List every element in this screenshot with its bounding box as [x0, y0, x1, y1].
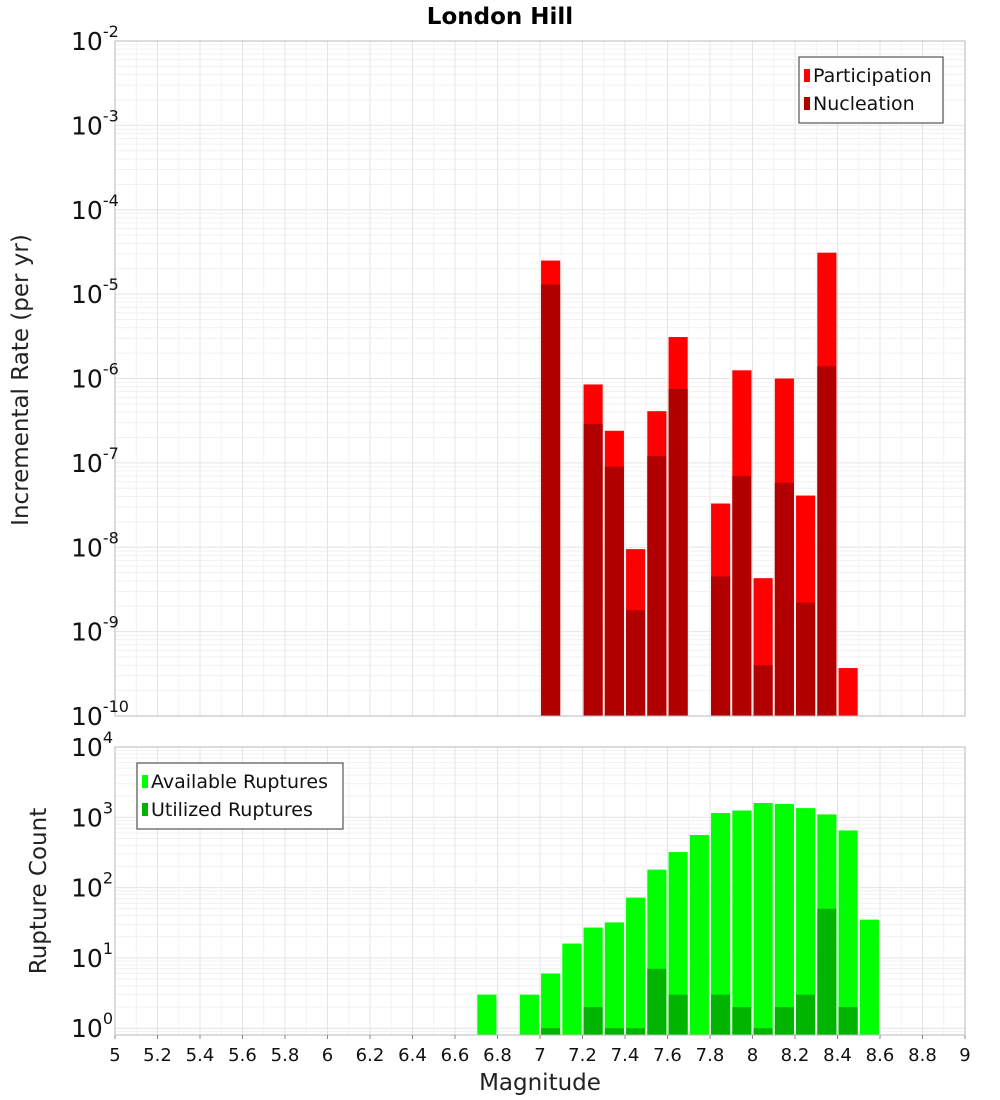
bar-available-ruptures [604, 922, 624, 1035]
bar-utilized-ruptures [753, 1028, 773, 1035]
bar-utilized-ruptures [647, 968, 667, 1035]
bar-available-ruptures [689, 834, 709, 1035]
y-tick-label: 10-3 [71, 106, 119, 140]
bar-utilized-ruptures [774, 1007, 794, 1035]
x-tick-label: 5.8 [271, 1045, 300, 1066]
legend-entry: Utilized Ruptures [151, 799, 313, 821]
bottom-y-axis-label: Rupture Count [26, 808, 52, 974]
bar-available-ruptures [796, 808, 816, 1035]
bar-nucleation [817, 366, 837, 716]
x-tick-label: 6.6 [441, 1045, 470, 1066]
bar-nucleation [774, 482, 794, 716]
legend-entry: Available Ruptures [151, 771, 328, 793]
x-tick-label: 8.8 [908, 1045, 937, 1066]
bar-nucleation [668, 389, 688, 716]
bar-utilized-ruptures [668, 994, 688, 1035]
y-tick-label: 10-4 [71, 191, 119, 225]
bottom-chart-panel: 100 101 102 103 104 5 5.2 5.4 5.6 5.8 6 6.2 6.4 6.6 6.… [71, 728, 971, 1066]
bar-available-ruptures [541, 973, 561, 1035]
bar-nucleation [604, 466, 624, 716]
y-tick-label: 101 [71, 939, 113, 973]
x-tick-label: 5.6 [228, 1045, 257, 1066]
bar-utilized-ruptures [583, 1007, 603, 1035]
x-tick-label: 8.6 [866, 1045, 895, 1066]
y-tick-label: 10-6 [71, 360, 119, 394]
y-tick-label: 100 [71, 1009, 113, 1043]
x-tick-label: 5 [109, 1045, 120, 1066]
x-tick-label: 5.2 [143, 1045, 172, 1066]
bar-available-ruptures [753, 802, 773, 1035]
legend-entry: Nucleation [813, 93, 915, 115]
plot-frame [114, 40, 966, 717]
x-axis-label: Magnitude [479, 1070, 601, 1096]
bar-available-ruptures [859, 919, 879, 1035]
bar-nucleation [796, 602, 816, 716]
x-tick-label: 7.2 [568, 1045, 597, 1066]
y-tick-label: 10-9 [71, 613, 119, 647]
bar-nucleation [711, 576, 731, 716]
bar-nucleation [753, 665, 773, 716]
bar-utilized-ruptures [711, 994, 731, 1035]
legend-entry: Participation [813, 65, 932, 87]
x-tick-label: 6 [322, 1045, 333, 1066]
bar-utilized-ruptures [817, 908, 837, 1035]
top-chart-panel: 10-10 10-9 10-8 10-7 10-6 10-5 10-4 10-3 10-2 Par… [71, 22, 966, 731]
legend-box [798, 56, 944, 124]
y-tick-label: 104 [71, 728, 113, 762]
x-tick-label: 7.6 [653, 1045, 682, 1066]
bar-utilized-ruptures [604, 1028, 624, 1035]
bar-nucleation [541, 284, 561, 716]
legend-swatch [142, 803, 148, 816]
x-tick-label: 8.4 [823, 1045, 852, 1066]
x-tick-label: 6.8 [483, 1045, 512, 1066]
x-tick-label: 8 [747, 1045, 758, 1066]
bar-nucleation [732, 475, 752, 716]
bar-available-ruptures [562, 943, 582, 1035]
bar-available-ruptures [477, 994, 497, 1035]
bar-available-ruptures [774, 803, 794, 1035]
legend-swatch [804, 97, 810, 110]
bar-utilized-ruptures [838, 1007, 858, 1035]
bar-utilized-ruptures [541, 1028, 561, 1035]
bar-nucleation [626, 610, 646, 716]
bar-nucleation [647, 456, 667, 716]
top-y-axis-label: Incremental Rate (per yr) [8, 234, 34, 526]
bar-available-ruptures [626, 897, 646, 1035]
x-tick-label: 6.4 [398, 1045, 427, 1066]
bar-utilized-ruptures [796, 994, 816, 1035]
y-tick-label: 10-5 [71, 275, 119, 309]
x-tick-label: 6.2 [356, 1045, 385, 1066]
bar-participation [838, 668, 858, 716]
x-tick-label: 7 [534, 1045, 545, 1066]
y-tick-label: 10-2 [71, 22, 119, 56]
x-tick-label: 7.4 [611, 1045, 640, 1066]
bar-available-ruptures [711, 813, 731, 1035]
y-tick-label: 10-10 [71, 697, 129, 731]
x-tick-label: 5.4 [186, 1045, 215, 1066]
bar-available-ruptures [668, 852, 688, 1035]
bar-available-ruptures [838, 830, 858, 1035]
y-tick-label: 10-8 [71, 528, 119, 562]
y-tick-label: 103 [71, 798, 113, 832]
y-tick-label: 102 [71, 869, 113, 903]
x-tick-label: 9 [959, 1045, 970, 1066]
chart-title: London Hill [427, 4, 573, 30]
bar-available-ruptures [519, 994, 539, 1035]
x-tick-label: 8.2 [781, 1045, 810, 1066]
legend-swatch [804, 69, 810, 82]
bar-utilized-ruptures [732, 1007, 752, 1035]
bar-nucleation [583, 423, 603, 716]
y-tick-label: 10-7 [71, 444, 119, 478]
x-tick-label: 7.8 [696, 1045, 725, 1066]
bar-utilized-ruptures [626, 1028, 646, 1035]
legend-swatch [142, 775, 148, 788]
bar-available-ruptures [732, 810, 752, 1035]
legend-box [136, 762, 344, 830]
